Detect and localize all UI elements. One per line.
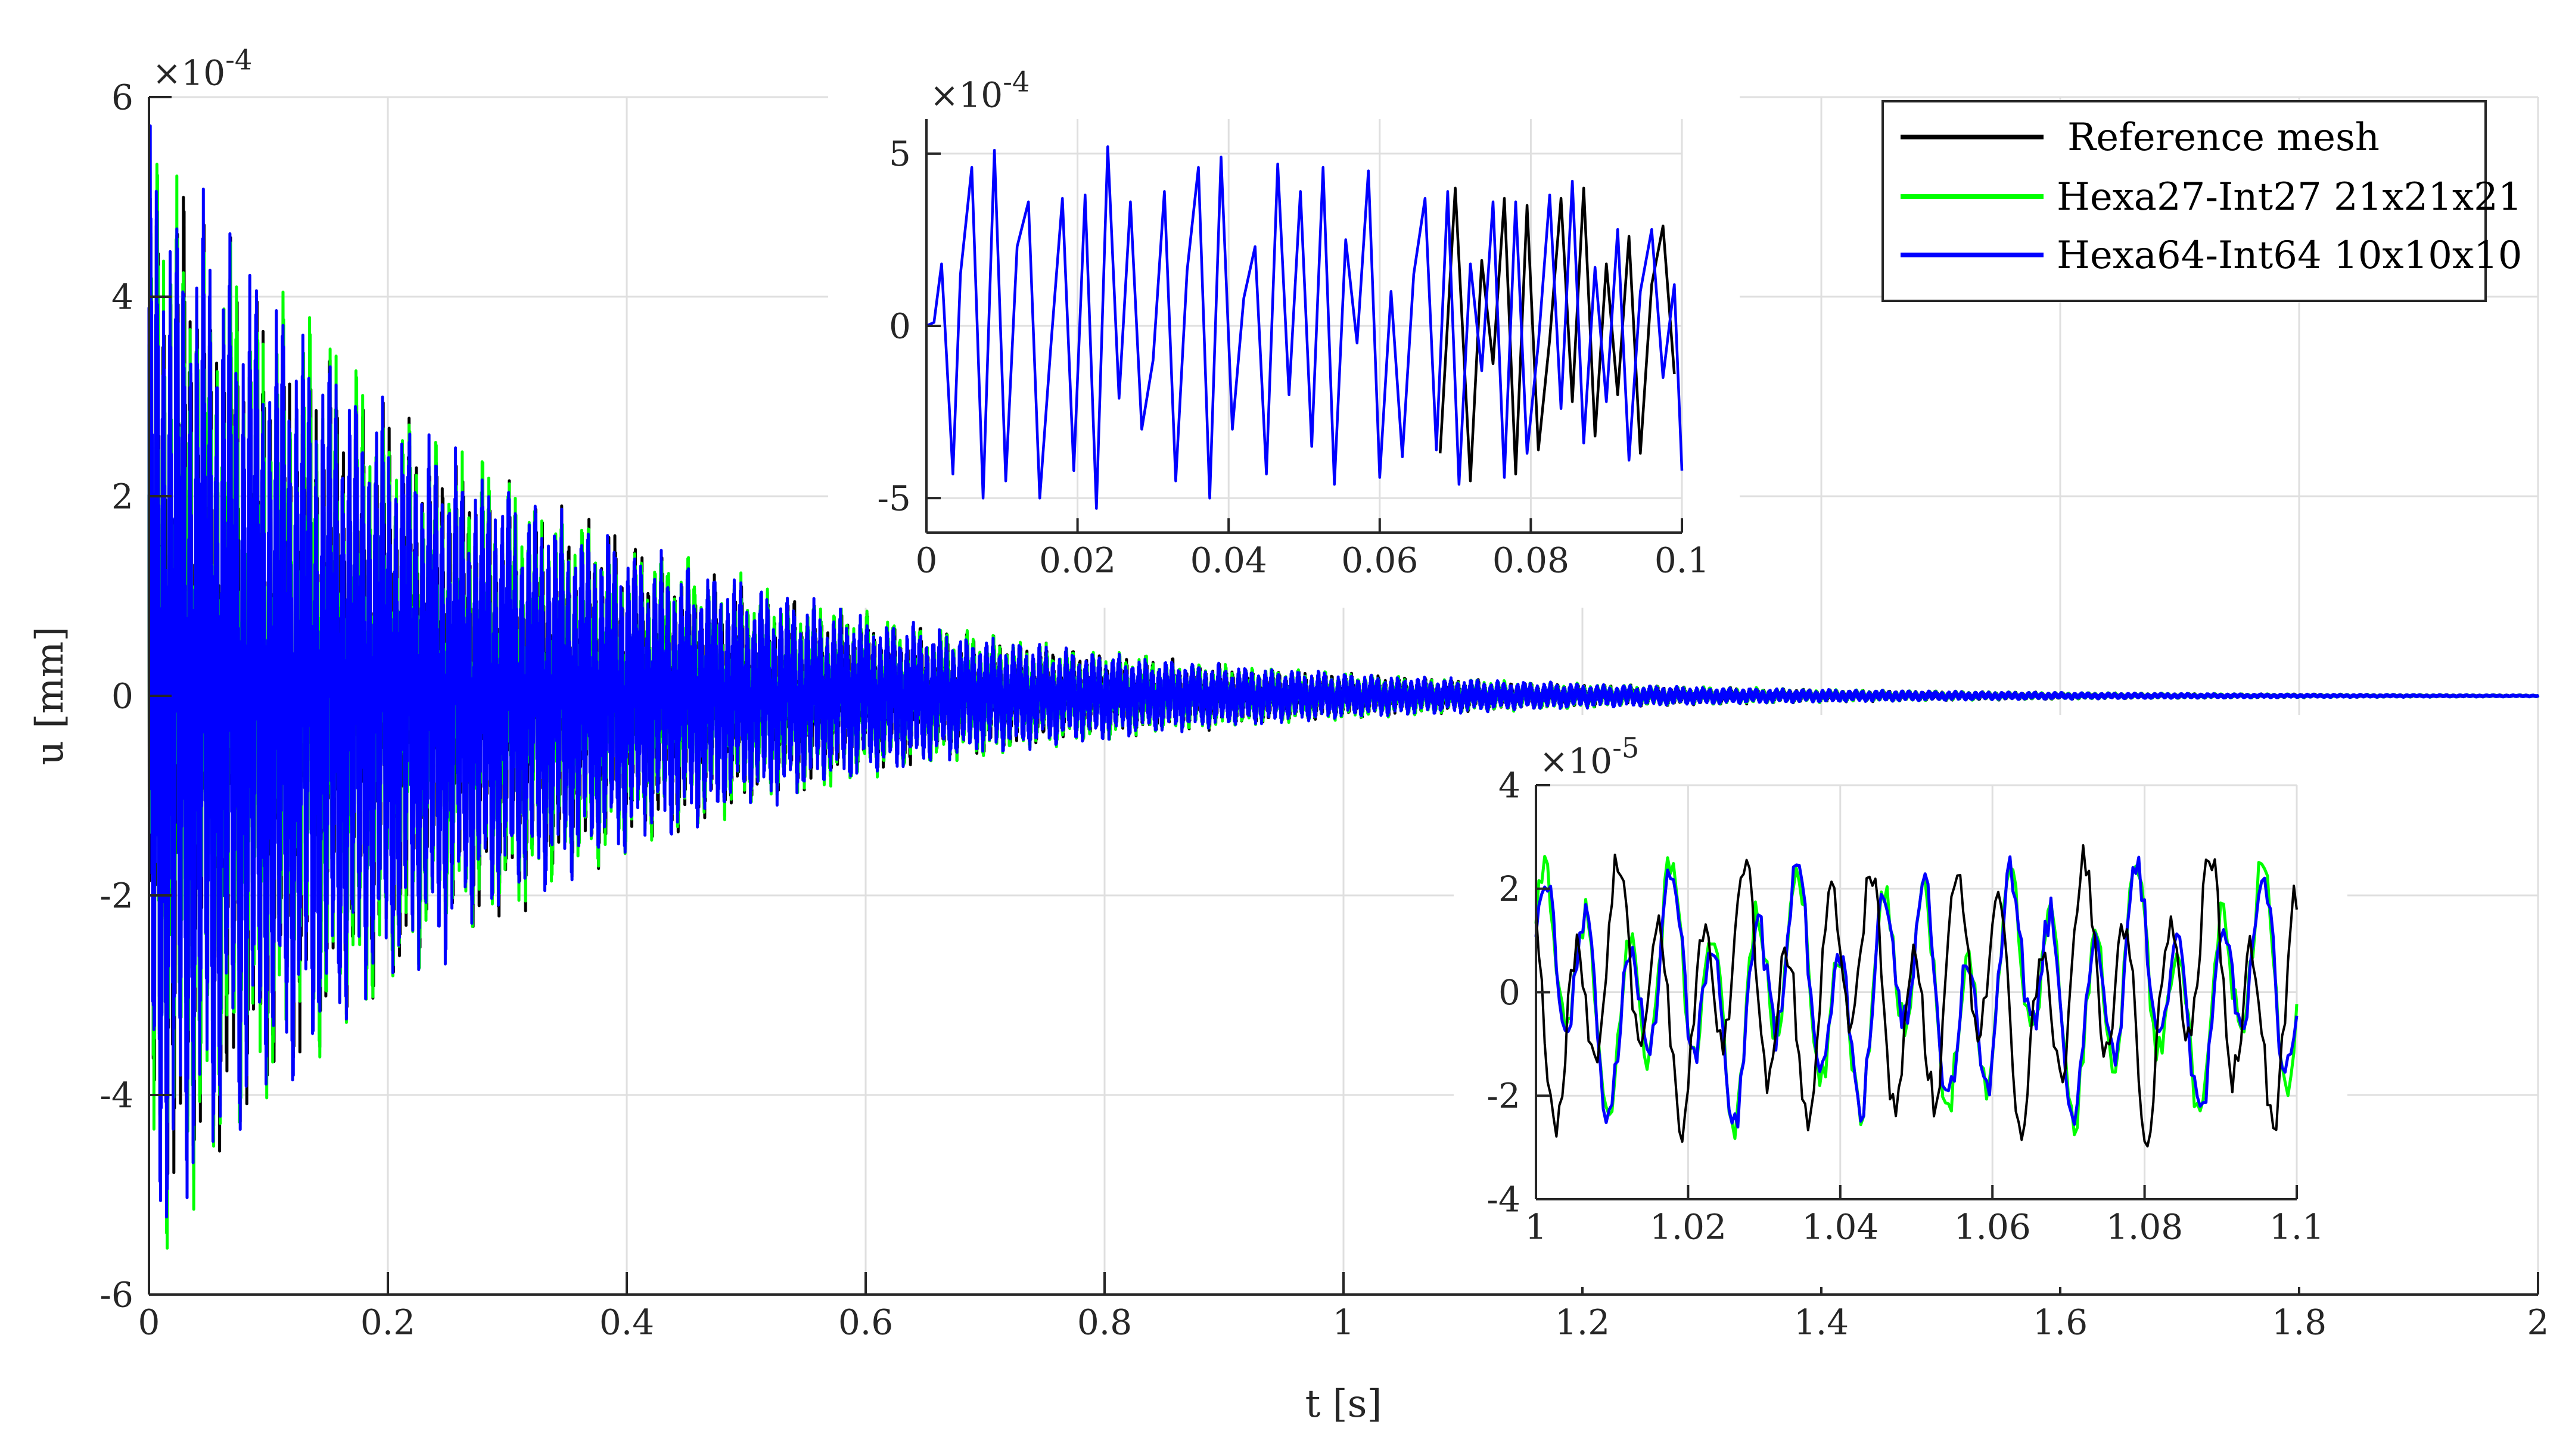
- inset-end-series-hexa64: [1534, 855, 2299, 1129]
- x-tick-label: 0.2: [360, 1302, 415, 1343]
- y-exponent-base: ×10: [1540, 741, 1612, 782]
- legend-entry-reference-mesh: Reference mesh: [1901, 116, 2380, 160]
- x-tick-label: 0.6: [838, 1302, 893, 1343]
- inset-end-series-reference: [1535, 844, 2298, 1148]
- x-tick-label: 1.08: [2106, 1207, 2183, 1247]
- y-axis-label: u [mm]: [28, 627, 72, 766]
- y-exponent-power: -4: [1003, 66, 1030, 98]
- legend-box: [1881, 100, 2487, 302]
- y-tick-label: 5: [889, 133, 911, 174]
- y-tick-label: 0: [111, 676, 133, 716]
- x-tick-label: 1.2: [1555, 1302, 1610, 1343]
- x-tick-label: 0: [916, 540, 938, 581]
- y-exponent-label: ×10-4: [153, 44, 253, 94]
- x-tick-label: 0: [138, 1302, 160, 1343]
- x-tick-label: 1.02: [1650, 1207, 1727, 1247]
- x-tick-label: 0.06: [1341, 540, 1418, 581]
- y-tick-label: -2: [99, 875, 133, 916]
- legend-entry-hexa27-int27: Hexa27-Int27 21x21x21: [1901, 175, 2523, 219]
- y-tick-label: -2: [1486, 1076, 1520, 1116]
- legend-label: Reference mesh: [2067, 116, 2380, 160]
- legend: Reference mesh Hexa27-Int27 21x21x21 Hexa6…: [1881, 100, 2523, 302]
- x-tick-label: 0.04: [1190, 540, 1267, 581]
- y-tick-label: -5: [877, 478, 911, 518]
- y-tick-label: 0: [889, 306, 911, 346]
- y-tick-label: -4: [1486, 1179, 1520, 1219]
- y-exponent-base: ×10: [153, 53, 225, 94]
- x-tick-label: 1.04: [1802, 1207, 1879, 1247]
- x-tick-label: 2: [2527, 1302, 2549, 1343]
- legend-label: Hexa27-Int27 21x21x21: [2057, 175, 2523, 219]
- legend-entry-hexa64-int64: Hexa64-Int64 10x10x10: [1901, 234, 2523, 278]
- x-tick-label: 0.08: [1492, 540, 1569, 581]
- y-tick-label: 0: [1498, 972, 1520, 1013]
- x-tick-label: 1.4: [1794, 1302, 1849, 1343]
- y-tick-label: 6: [111, 77, 133, 117]
- y-exponent-power: -4: [225, 44, 252, 76]
- y-exponent-power: -5: [1612, 732, 1639, 764]
- inset-plot-end: 1 1.02 1.04 1.06 1.08 1.1 -4 -2 0 2 4 ×10-5: [1454, 715, 2347, 1287]
- inset-plot-start: 0 0.02 0.04 0.06 0.08 0.1-505×10-4: [828, 42, 1740, 608]
- x-tick-label: 0.8: [1077, 1302, 1132, 1343]
- series-hexa64-int64: [147, 124, 2540, 1219]
- x-axis-label: t [s]: [1305, 1382, 1382, 1426]
- y-tick-label: 2: [1498, 869, 1520, 909]
- inset-start-series-hexa64-overlay: [926, 145, 1683, 509]
- legend-label: Hexa64-Int64 10x10x10: [2057, 234, 2523, 278]
- x-tick-label: 1: [1333, 1302, 1355, 1343]
- y-exponent-label: ×10-4: [930, 66, 1030, 116]
- y-tick-label: -6: [99, 1274, 133, 1315]
- y-tick-label: 4: [111, 276, 133, 317]
- x-tick-label: 1.06: [1954, 1207, 2031, 1247]
- y-tick-label: 4: [1498, 765, 1520, 805]
- x-tick-label: 0.1: [1654, 540, 1709, 581]
- x-tick-label: 1.1: [2269, 1207, 2324, 1247]
- x-tick-label: 1: [1525, 1207, 1547, 1247]
- y-tick-label: -4: [99, 1075, 133, 1115]
- x-tick-label: 1.6: [2033, 1302, 2088, 1343]
- y-exponent-base: ×10: [930, 75, 1003, 116]
- x-tick-label: 0.4: [599, 1302, 654, 1343]
- x-tick-label: 0.02: [1039, 540, 1116, 581]
- y-exponent-label: ×10-5: [1540, 732, 1640, 782]
- y-tick-label: 2: [111, 476, 133, 517]
- x-tick-label: 1.8: [2272, 1302, 2327, 1343]
